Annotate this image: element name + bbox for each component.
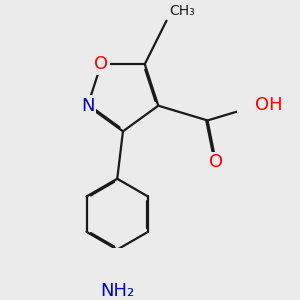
Text: O: O (209, 154, 223, 172)
Text: OH: OH (255, 96, 283, 114)
Text: NH₂: NH₂ (100, 282, 134, 300)
Text: CH₃: CH₃ (169, 4, 195, 18)
Text: N: N (81, 97, 94, 115)
Text: O: O (94, 55, 108, 73)
